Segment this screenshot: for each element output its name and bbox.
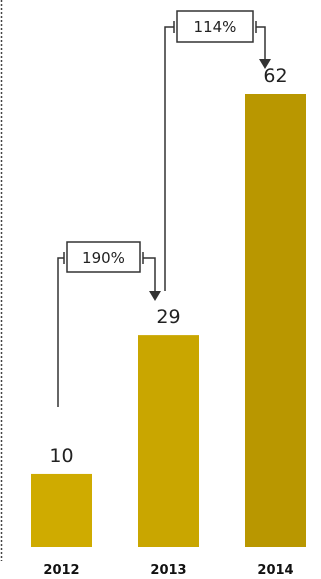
bar-2013 <box>138 335 199 547</box>
value-label-2012: 10 <box>49 445 73 467</box>
growth-box-2014 <box>176 10 254 43</box>
tick-label-2014: 2014 <box>257 563 293 578</box>
growth-label-2014: 114% <box>194 18 237 36</box>
growth-connector-right-2013 <box>143 257 156 293</box>
arrow-down-icon <box>259 59 271 69</box>
arrow-down-icon <box>149 291 161 301</box>
value-label-2014: 62 <box>263 65 287 87</box>
growth-box-2013 <box>66 241 141 273</box>
tick-label-2012: 2012 <box>43 563 79 578</box>
value-label-2013: 29 <box>156 306 180 328</box>
growth-connector-left-2013 <box>57 257 64 407</box>
tick-label-2013: 2013 <box>150 563 186 578</box>
bar-2014 <box>245 94 306 547</box>
bar-2012 <box>31 473 92 547</box>
growth-connector-right-2014 <box>256 26 266 61</box>
growth-label-2013: 190% <box>82 249 125 267</box>
growth-connector-left-2014 <box>164 26 174 291</box>
